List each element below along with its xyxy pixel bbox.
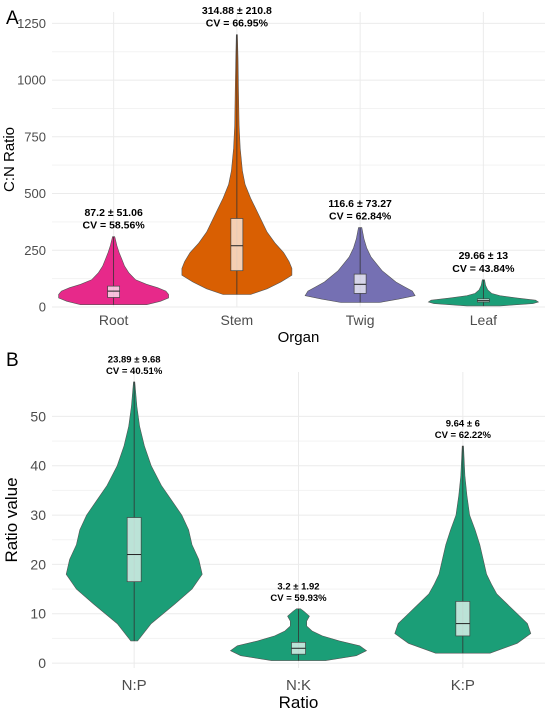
iqr-box — [230, 218, 244, 272]
y-tick-label: 10 — [30, 606, 46, 622]
x-tick-label: N:P — [122, 677, 147, 694]
iqr-box — [353, 273, 367, 294]
y-tick-label: 0 — [39, 300, 46, 315]
x-tick-label: N:K — [286, 677, 311, 694]
x-tick-label: Root — [99, 312, 129, 328]
annotation-cv: CV = 43.84% — [452, 263, 515, 275]
annotation-cv: CV = 66.95% — [206, 18, 269, 30]
y-axis-title: C:N Ratio — [1, 127, 18, 192]
x-axis-title: Organ — [278, 329, 320, 346]
x-tick-label: Leaf — [470, 312, 497, 328]
y-tick-label: 750 — [24, 129, 46, 144]
annotation-cv: CV = 62.84% — [329, 211, 392, 223]
y-tick-label: 20 — [30, 556, 46, 572]
annotation-mean-sd: 87.2 ± 51.06 — [84, 207, 142, 219]
violin-stem: 314.88 ± 210.8CV = 66.95% — [181, 5, 293, 295]
annotation-mean-sd: 9.64 ± 6 — [446, 419, 480, 430]
y-tick-label: 1000 — [17, 73, 46, 88]
annotation-mean-sd: 29.66 ± 13 — [459, 250, 509, 262]
panel-b: 0 10 20 30 40 50 N:P N:K K:P Ratio Ratio value B 23.… — [2, 350, 545, 712]
x-tick-label: K:P — [451, 677, 475, 694]
annotation-cv: CV = 59.93% — [270, 593, 327, 604]
annotation-mean-sd: 116.6 ± 73.27 — [328, 198, 392, 210]
y-tick-label: 250 — [24, 243, 46, 258]
iqr-box — [126, 517, 142, 583]
panel-a: 0 250 500 750 1000 1250 Root Stem Twig Leaf Organ C… — [1, 5, 545, 346]
annotation-cv: CV = 62.22% — [435, 430, 492, 441]
y-tick-label: 40 — [30, 458, 46, 474]
y-tick-label: 1250 — [17, 16, 46, 31]
annotation-cv: CV = 40.51% — [106, 366, 163, 377]
x-tick-label: Twig — [346, 312, 375, 328]
iqr-box — [107, 285, 120, 298]
annotation-mean-sd: 3.2 ± 1.92 — [277, 581, 319, 592]
iqr-box — [455, 601, 471, 637]
y-tick-label: 30 — [30, 507, 46, 523]
y-tick-label: 0 — [38, 655, 46, 671]
y-axis-title: Ratio value — [2, 477, 21, 562]
violin-k-p: 9.64 ± 6CV = 62.22% — [394, 419, 532, 654]
y-tick-label: 500 — [24, 186, 46, 201]
x-axis-title: Ratio — [279, 693, 319, 712]
panel-label: A — [6, 8, 19, 29]
annotation-mean-sd: 314.88 ± 210.8 — [202, 5, 272, 17]
y-tick-label: 50 — [30, 408, 46, 424]
annotation-cv: CV = 58.56% — [83, 220, 146, 232]
panel-label: B — [6, 350, 19, 371]
annotation-mean-sd: 23.89 ± 9.68 — [108, 354, 161, 365]
x-tick-label: Stem — [221, 312, 254, 328]
